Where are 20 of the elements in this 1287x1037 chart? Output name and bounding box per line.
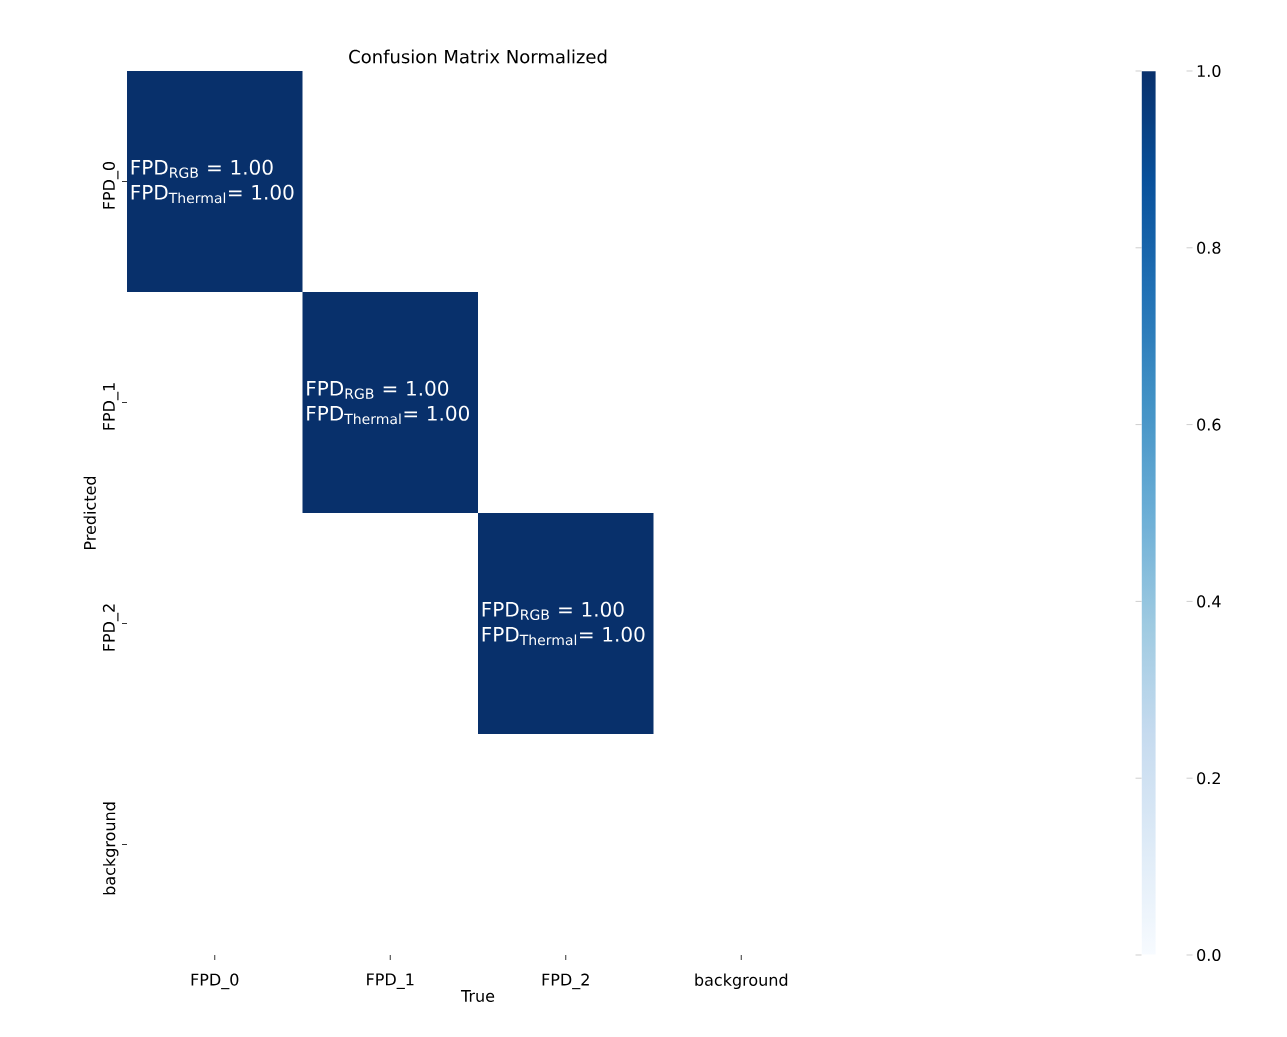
- x-axis-title: True: [460, 990, 495, 1002]
- x-tick-label: FPD_1: [367, 973, 414, 989]
- x-tick-label: FPD_0: [191, 973, 239, 990]
- x-tick-label: background: [695, 973, 788, 990]
- x-tick-label: FPD_2: [542, 973, 589, 990]
- color-bar-label: 0.8: [1197, 241, 1221, 254]
- color-bar-label: 0.2: [1197, 772, 1220, 785]
- y-axis-title: Predicted: [83, 476, 96, 549]
- text: FPD$_{RGB}$ = 1.00 FPD$_{Thermal}$= 1.00: [131, 159, 294, 204]
- chart-title: Confusion Matrix Normalized: [349, 49, 607, 64]
- color-bar-label: 0.6: [1197, 418, 1221, 431]
- color-bar-label: 0.0: [1197, 948, 1221, 962]
- text: FPD$_{RGB}$ = 1.00 FPD$_{Thermal}$= 1.00: [482, 601, 645, 646]
- color-bar-label: 0.4: [1197, 595, 1221, 608]
- y-tick-label: FPD_0: [102, 161, 119, 209]
- y-tick-label: FPD_2: [102, 604, 119, 651]
- y-tick-label: FPD_1: [103, 383, 119, 430]
- text: FPD$_{RGB}$ = 1.00 FPD$_{Thermal}$= 1.00: [307, 380, 469, 425]
- color-bar-label: 1.0: [1197, 64, 1221, 78]
- y-tick-label: background: [102, 802, 119, 895]
